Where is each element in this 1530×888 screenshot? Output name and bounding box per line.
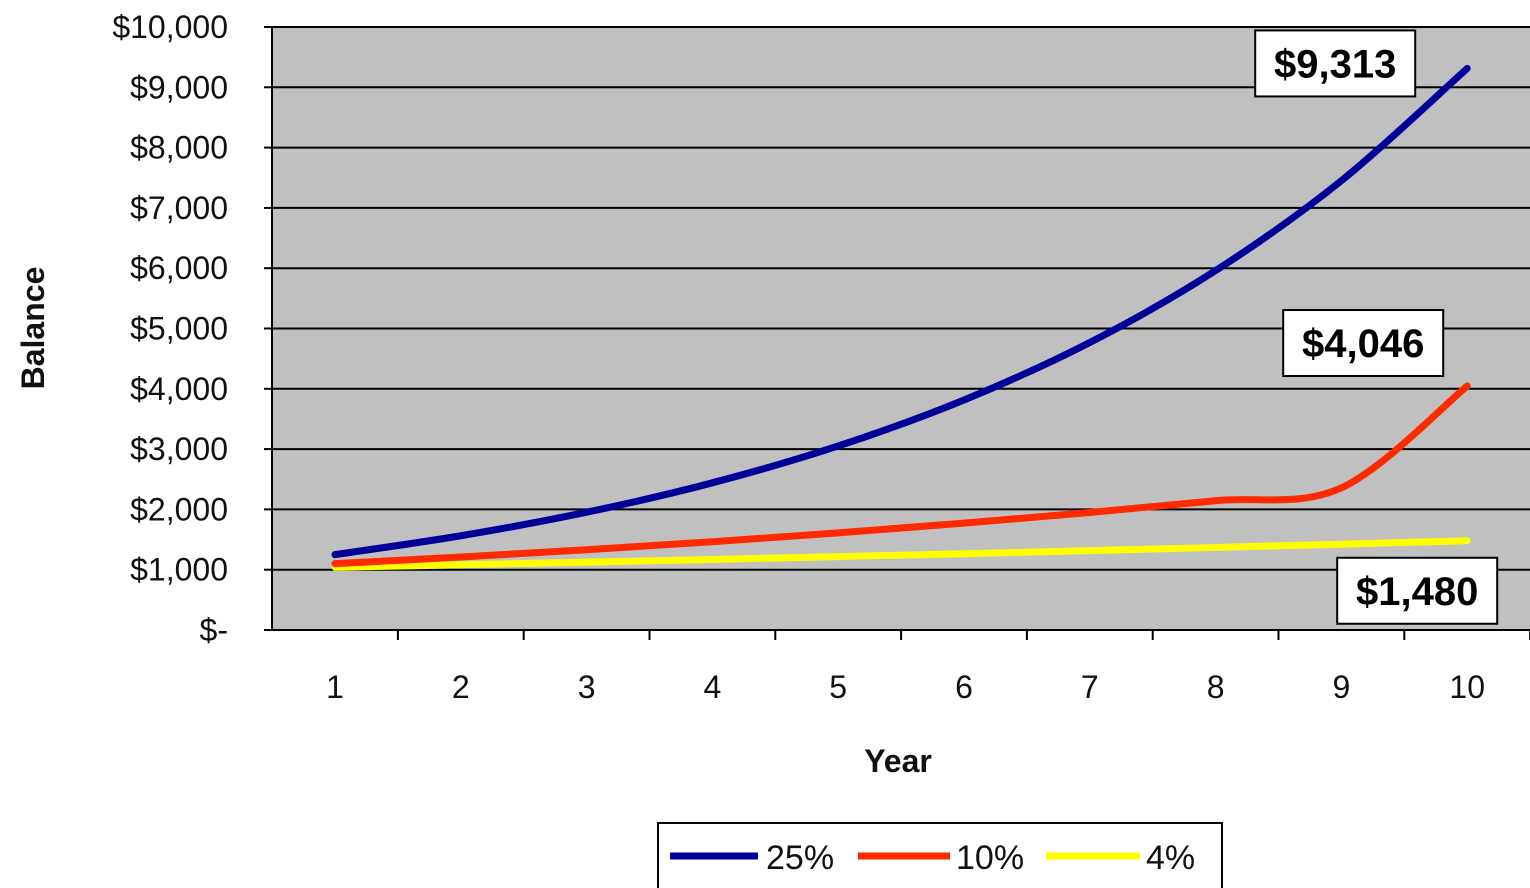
y-tick-label: $2,000 (130, 491, 228, 527)
callout-box (1282, 309, 1445, 378)
y-tick-label: $7,000 (130, 190, 228, 226)
x-tick-label: 8 (1207, 669, 1225, 705)
y-tick-label: $1,000 (130, 552, 228, 588)
y-tick-label: $- (200, 612, 228, 648)
x-tick-label: 1 (326, 669, 344, 705)
series-line-4pct (331, 537, 1471, 571)
legend: 25% 10% 4% (657, 822, 1223, 888)
x-axis-title: Year (864, 743, 932, 779)
x-tick-labels: 1 2 3 4 5 6 7 8 9 10 (326, 669, 1485, 705)
y-tick-label: $5,000 (130, 311, 228, 347)
x-tick-label: 7 (1081, 669, 1099, 705)
callout-label: $9,313 (1274, 42, 1396, 86)
x-tick-label: 3 (578, 669, 596, 705)
x-tick-label: 4 (704, 669, 722, 705)
x-tick-label: 2 (452, 669, 470, 705)
x-tick-label: 5 (829, 669, 847, 705)
legend-label: 25% (766, 839, 834, 877)
callout-box (1254, 29, 1417, 98)
y-tick-label: $9,000 (130, 69, 228, 105)
value-callouts: $9,313 $4,046 $1,480 (1254, 29, 1499, 625)
callout-label: $4,046 (1302, 322, 1424, 366)
y-axis-title: Balance (15, 267, 51, 390)
x-tick-label: 10 (1449, 669, 1485, 705)
y-tick-label: $4,000 (130, 371, 228, 407)
callout-box (1336, 556, 1499, 625)
x-tick-label: 9 (1333, 669, 1351, 705)
x-tick-label: 6 (955, 669, 973, 705)
y-tick-label: $10,000 (112, 9, 228, 45)
series-line-25pct (331, 64, 1471, 559)
y-tick-label: $8,000 (130, 130, 228, 166)
series-line-10pct (331, 382, 1471, 568)
legend-entries: 25% 10% 4% (670, 839, 1195, 877)
legend-label: 4% (1146, 839, 1195, 877)
legend-label: 10% (956, 839, 1024, 877)
callout-label: $1,480 (1356, 570, 1478, 614)
y-tick-label: $6,000 (130, 250, 228, 286)
axes (271, 27, 1530, 631)
y-tick-label: $3,000 (130, 431, 228, 467)
y-tick-labels: $- $1,000 $2,000 $3,000 $4,000 $5,000 $6,000 $7… (112, 9, 228, 648)
series-lines (331, 64, 1471, 571)
